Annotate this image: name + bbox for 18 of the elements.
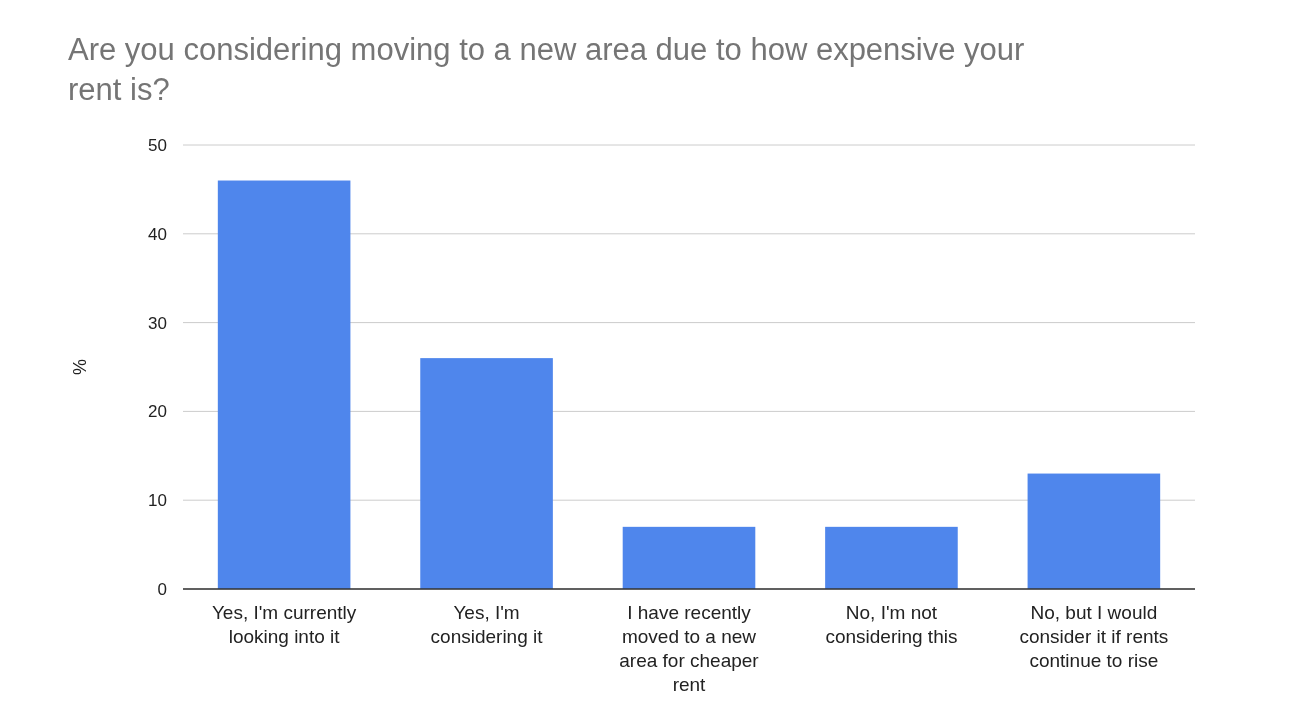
y-tick-label: 40 [148, 224, 167, 244]
y-tick-label: 20 [148, 402, 167, 422]
y-tick-label: 0 [157, 579, 167, 599]
bar [825, 526, 958, 589]
x-tick-label: No, I'm not considering this [825, 602, 958, 647]
y-tick-label: 50 [148, 135, 167, 155]
chart-title: Are you considering moving to a new area due to how expensive your rent is? [68, 32, 1025, 107]
bar [217, 180, 351, 589]
bar [1027, 473, 1161, 589]
x-tick-label: Yes, I'm considering it [430, 602, 544, 647]
x-tick-label: No, but I would consider it if rents continue to rise [1019, 602, 1169, 671]
x-tick-label: I have recently moved to a new area for cheaper rent [619, 602, 760, 695]
bar [420, 358, 553, 589]
y-tick-label: 30 [148, 313, 167, 333]
y-tick-label: 10 [148, 491, 167, 511]
x-tick-label: Yes, I'm currently looking into it [211, 602, 357, 647]
y-axis-title: % [70, 358, 90, 376]
bar [622, 526, 756, 589]
